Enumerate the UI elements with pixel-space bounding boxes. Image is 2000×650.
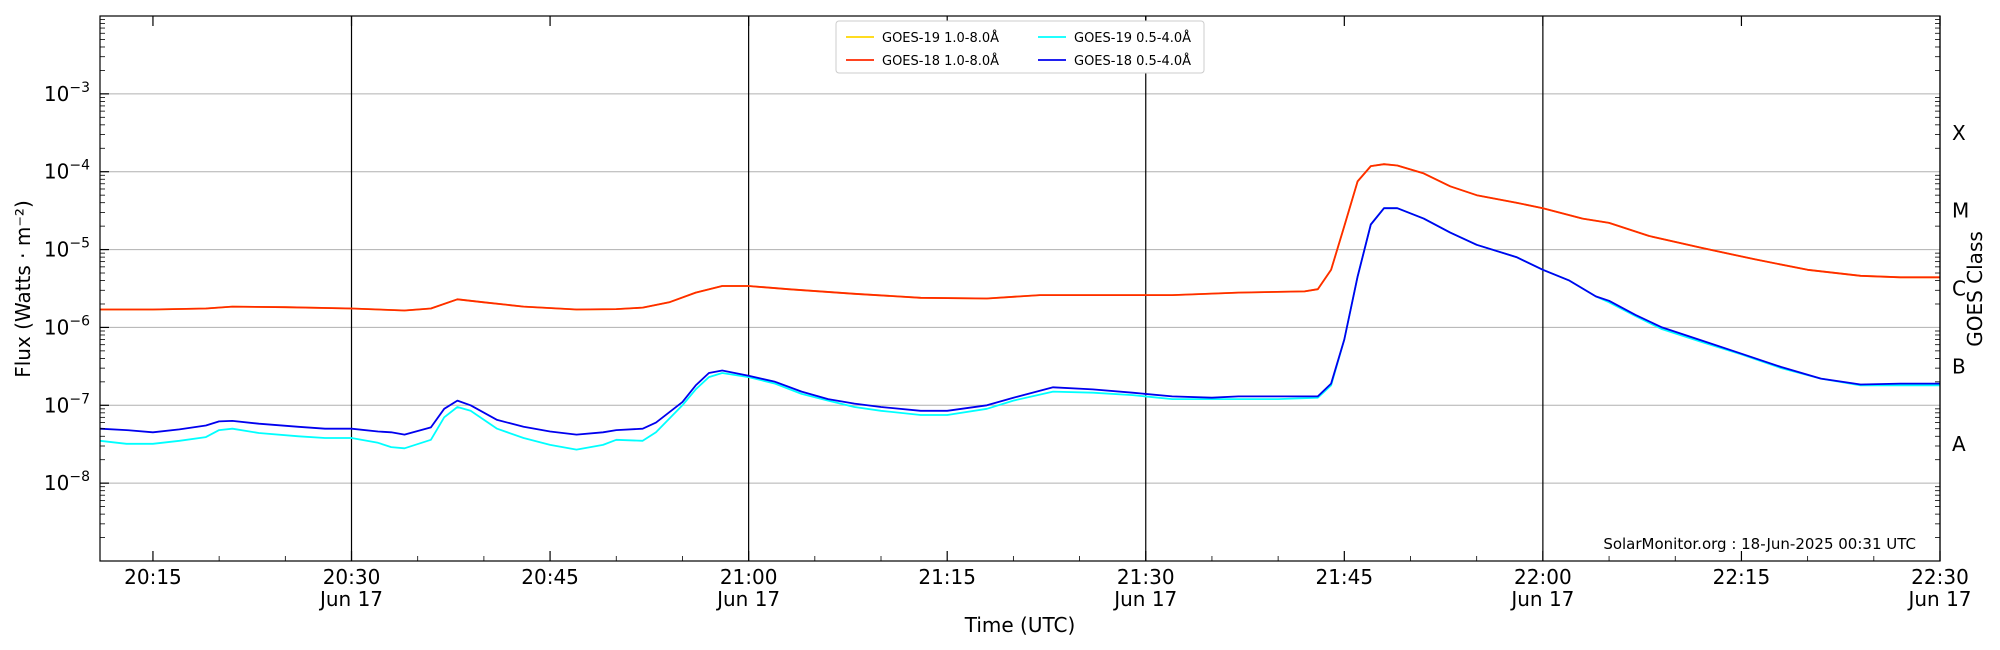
x-tick-label-date: Jun 17 xyxy=(1509,587,1574,611)
x-tick-label-time: 20:30 xyxy=(323,565,381,589)
day-vertical-lines xyxy=(350,16,1544,561)
y-tick-label: 10−4 xyxy=(44,158,90,184)
legend-entry-label: GOES-19 1.0-8.0Å xyxy=(882,30,999,46)
credit-text: SolarMonitor.org : 18-Jun-2025 00:31 UTC xyxy=(1603,535,1916,553)
y-tick-exponent: −4 xyxy=(69,158,90,174)
y2-axis-title: GOES Class xyxy=(1963,231,1987,347)
y-axis-title: Flux (Watts · m⁻²) xyxy=(11,200,35,378)
y-tick-base: 10 xyxy=(44,393,69,417)
goes-class-label: B xyxy=(1952,354,1966,378)
legend-box xyxy=(835,20,1205,74)
legend-entry-label: GOES-18 1.0-8.0Å xyxy=(882,53,999,69)
y-tick-exponent: −7 xyxy=(69,391,90,407)
y-tick-label: 10−6 xyxy=(44,313,90,339)
x-tick-label-time: 22:30 xyxy=(1911,565,1969,589)
y-tick-base: 10 xyxy=(44,82,69,106)
y-tick-exponent: −8 xyxy=(69,469,90,485)
x-tick-label-time: 21:30 xyxy=(1117,565,1175,589)
series-line-4 xyxy=(99,207,1940,436)
goes-class-axis: A B C M X xyxy=(1939,16,1969,561)
y-tick-base: 10 xyxy=(44,315,69,339)
goes-class-label: M xyxy=(1952,199,1969,223)
y-tick-label: 10−8 xyxy=(44,469,90,495)
x-axis-title: Time (UTC) xyxy=(964,613,1076,637)
y-tick-base: 10 xyxy=(44,160,69,184)
series-layer xyxy=(99,163,1940,451)
series-line-2 xyxy=(100,163,1940,312)
y-tick-base: 10 xyxy=(44,238,69,262)
x-tick-label-date: Jun 17 xyxy=(1112,587,1177,611)
legend-entry-label: GOES-18 0.5-4.0Å xyxy=(1074,53,1191,69)
x-tick-label-time: 20:15 xyxy=(124,565,182,589)
y-tick-label: 10−3 xyxy=(44,80,90,106)
x-tick-label-time: 22:15 xyxy=(1713,565,1771,589)
x-tick-label-date: Jun 17 xyxy=(1906,587,1971,611)
goes-class-label: C xyxy=(1952,277,1966,301)
legend: GOES-19 1.0-8.0Å GOES-19 0.5-4.0Å GOES-18 … xyxy=(835,20,1205,74)
goes-class-label: A xyxy=(1952,432,1966,456)
legend-entry-label: GOES-19 0.5-4.0Å xyxy=(1074,30,1191,46)
x-tick-label-time: 21:15 xyxy=(918,565,976,589)
x-tick-label-time: 20:45 xyxy=(521,565,579,589)
y-axis-ticks: 10−810−710−610−510−410−3 xyxy=(44,19,1940,538)
y-tick-exponent: −5 xyxy=(69,236,90,252)
y-tick-exponent: −3 xyxy=(69,80,90,96)
grid-lines xyxy=(100,93,1940,484)
x-tick-label-date: Jun 17 xyxy=(715,587,780,611)
x-tick-label-time: 21:45 xyxy=(1315,565,1373,589)
y-tick-label: 10−7 xyxy=(44,391,90,417)
goes-class-label: X xyxy=(1952,121,1966,145)
x-tick-label-date: Jun 17 xyxy=(318,587,383,611)
y-tick-exponent: −6 xyxy=(69,313,90,329)
x-tick-label-time: 21:00 xyxy=(720,565,778,589)
y-tick-base: 10 xyxy=(44,471,69,495)
x-tick-label-time: 22:00 xyxy=(1514,565,1572,589)
y-tick-label: 10−5 xyxy=(44,236,90,262)
